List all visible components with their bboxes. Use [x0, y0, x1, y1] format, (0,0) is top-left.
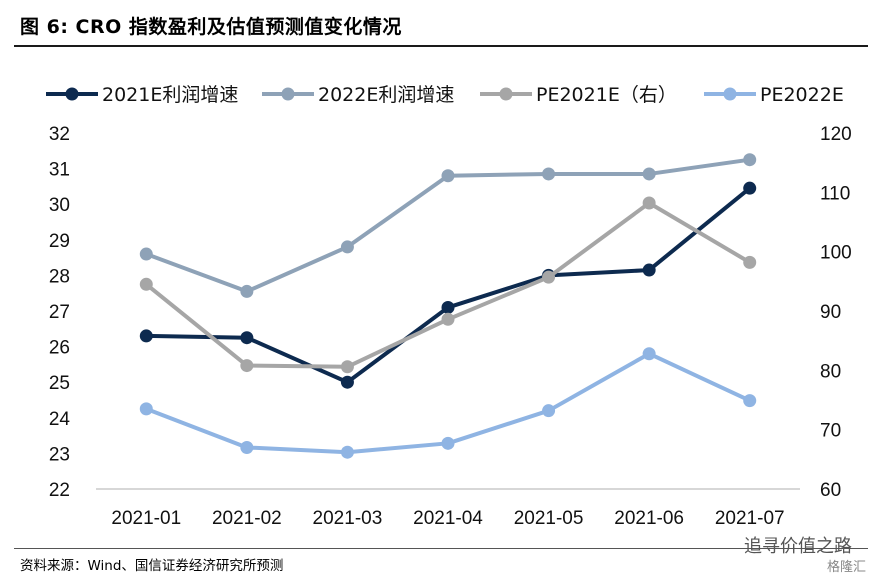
title-divider [14, 45, 868, 47]
data-point [240, 359, 254, 373]
x-axis: 2021-01 2021-02 2021-03 2021-04 2021-05 2021-… [111, 508, 784, 529]
watermark-logo: 格隆汇 [826, 560, 866, 575]
data-point [340, 240, 354, 254]
left-tick-label: 26 [49, 338, 70, 359]
x-tick-label: 2021-04 [413, 508, 483, 529]
x-tick-label: 2021-03 [313, 508, 383, 529]
legend-item: PE2022E [704, 84, 844, 106]
legend-label: PE2022E [760, 84, 844, 106]
data-point [542, 270, 556, 284]
data-point [139, 277, 153, 291]
data-point [240, 331, 254, 345]
watermark-text: 追寻价值之路 [744, 536, 852, 557]
legend-swatch-marker [723, 87, 737, 101]
right-tick-label: 80 [820, 361, 841, 382]
series-2 [139, 153, 757, 298]
series-4 [139, 347, 757, 459]
left-tick-label: 28 [49, 266, 70, 287]
data-point [743, 394, 757, 408]
data-point [642, 167, 656, 181]
data-point [642, 263, 656, 277]
left-tick-label: 27 [49, 302, 70, 323]
right-axis: 60 70 80 90 100 110 120 [820, 124, 852, 501]
legend-swatch-marker [499, 87, 513, 101]
legend-swatch-marker [65, 87, 79, 101]
x-tick-label: 2021-07 [715, 508, 785, 529]
chart-title: 图 6: CRO 指数盈利及估值预测值变化情况 [20, 16, 402, 38]
left-tick-label: 22 [49, 480, 70, 501]
data-point [642, 347, 656, 361]
left-tick-label: 25 [49, 373, 70, 394]
source-note: 资料来源：Wind、国信证券经济研究所预测 [20, 558, 284, 574]
data-point [441, 169, 455, 183]
source-divider [14, 548, 868, 549]
x-tick-label: 2021-06 [614, 508, 684, 529]
series-layer [139, 153, 757, 459]
legend: 2021E利润增速 2022E利润增速 PE2021E（右） PE2022E [46, 84, 844, 106]
series-1 [139, 181, 757, 389]
right-tick-label: 110 [820, 183, 850, 204]
left-tick-label: 31 [49, 160, 70, 181]
data-point [441, 312, 455, 326]
legend-swatch-marker [281, 87, 295, 101]
x-tick-label: 2021-02 [212, 508, 282, 529]
data-point [542, 404, 556, 418]
left-tick-label: 32 [49, 124, 70, 145]
legend-item: PE2021E（右） [480, 84, 677, 106]
legend-label: 2022E利润增速 [318, 84, 454, 106]
data-point [340, 445, 354, 459]
right-tick-label: 60 [820, 480, 841, 501]
data-point [139, 402, 153, 416]
legend-label: 2021E利润增速 [102, 84, 238, 106]
data-point [240, 440, 254, 454]
right-tick-label: 90 [820, 302, 841, 323]
data-point [240, 284, 254, 298]
left-tick-label: 29 [49, 231, 70, 252]
series-line [146, 186, 751, 385]
right-tick-label: 120 [820, 124, 852, 145]
data-point [340, 360, 354, 374]
data-point [743, 181, 757, 195]
left-tick-label: 23 [49, 444, 70, 465]
x-tick-label: 2021-01 [111, 508, 181, 529]
data-point [139, 247, 153, 261]
data-point [542, 167, 556, 181]
legend-item: 2021E利润增速 [46, 84, 238, 106]
left-tick-label: 30 [49, 195, 70, 216]
data-point [340, 375, 354, 389]
left-axis: 22 23 24 25 26 27 28 29 30 31 32 [49, 124, 71, 501]
series-line [145, 201, 751, 369]
data-point [743, 255, 757, 269]
right-tick-label: 70 [820, 421, 841, 442]
legend-label: PE2021E（右） [536, 84, 677, 106]
x-tick-label: 2021-05 [514, 508, 584, 529]
data-point [441, 300, 455, 314]
legend-item: 2022E利润增速 [262, 84, 454, 106]
right-tick-label: 100 [820, 243, 852, 264]
data-point [743, 153, 757, 167]
left-tick-label: 24 [49, 409, 71, 430]
series-3 [139, 196, 757, 374]
data-point [642, 196, 656, 210]
data-point [441, 436, 455, 450]
data-point [139, 329, 153, 343]
